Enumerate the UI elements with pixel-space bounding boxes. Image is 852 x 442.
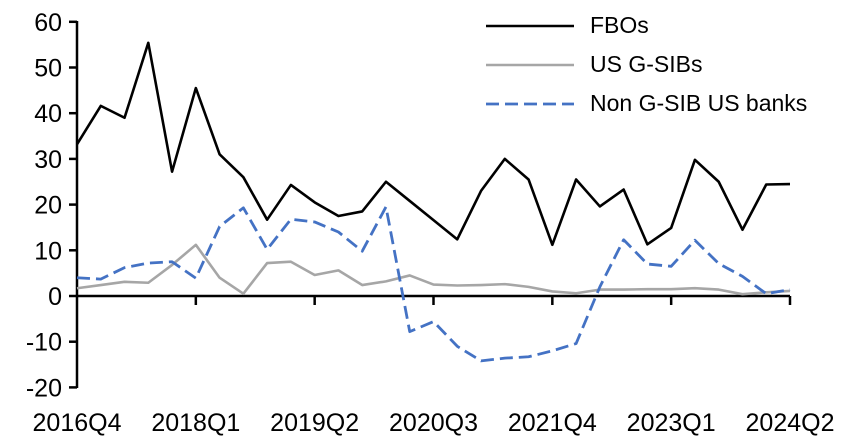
series-line — [75, 41, 791, 247]
svg-text:40: 40 — [34, 100, 62, 128]
legend: FBOs US G-SIBs Non G-SIB US banks — [486, 6, 807, 123]
svg-text:2023Q1: 2023Q1 — [627, 409, 716, 437]
legend-item-non-gsib: Non G-SIB US banks — [486, 84, 807, 123]
series-line — [76, 205, 791, 363]
legend-label-non-gsib: Non G-SIB US banks — [590, 90, 808, 116]
legend-label-fbos: FBOs — [590, 12, 649, 38]
svg-text:2021Q4: 2021Q4 — [508, 409, 597, 437]
svg-text:2018Q1: 2018Q1 — [151, 409, 240, 437]
svg-text:10: 10 — [34, 237, 62, 265]
svg-text:2020Q3: 2020Q3 — [389, 409, 478, 437]
legend-label-us-gsibs: US G-SIBs — [590, 51, 703, 77]
svg-text:30: 30 — [34, 146, 62, 174]
legend-item-fbos: FBOs — [486, 6, 807, 45]
us-gsibs-line-sample — [486, 63, 574, 66]
svg-text:2024Q2: 2024Q2 — [746, 409, 835, 437]
non-gsib-line-sample — [486, 102, 574, 105]
svg-text:-10: -10 — [26, 329, 62, 357]
series-line — [76, 243, 791, 296]
svg-text:-20: -20 — [26, 374, 62, 402]
legend-item-us-gsibs: US G-SIBs — [486, 45, 807, 84]
svg-text:20: 20 — [34, 192, 62, 220]
fbos-line-sample — [486, 24, 574, 27]
svg-text:2016Q4: 2016Q4 — [33, 409, 122, 437]
svg-text:50: 50 — [34, 55, 62, 83]
svg-text:2019Q2: 2019Q2 — [270, 409, 359, 437]
svg-text:0: 0 — [48, 283, 62, 311]
svg-text:60: 60 — [34, 9, 62, 37]
